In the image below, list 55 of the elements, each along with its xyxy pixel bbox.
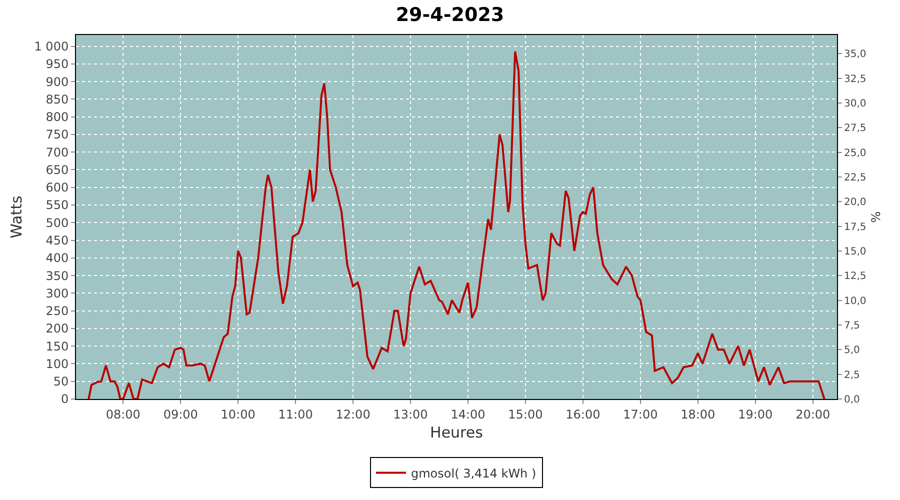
- y-tick-label: 150: [46, 339, 69, 354]
- x-axis-title: Heures: [430, 423, 484, 442]
- y-tick-label: 500: [46, 216, 69, 230]
- x-tick-label: 14:00: [450, 407, 486, 422]
- y-tick-label: 950: [46, 57, 69, 72]
- y-tick-label: 0: [60, 392, 69, 406]
- y-tick-label: 350: [46, 268, 69, 283]
- y2-tick-label: 32,5: [844, 74, 866, 85]
- y2-tick-label: 10,0: [844, 296, 866, 307]
- y2-tick-label: 5,0: [844, 345, 860, 356]
- y-tick-label: 850: [46, 92, 69, 106]
- y2-tick-label: 22,5: [844, 172, 866, 184]
- y2-tick-label: 35,0: [844, 49, 866, 60]
- x-tick-label: 18:00: [680, 407, 716, 422]
- y-tick-label: 550: [46, 198, 69, 212]
- x-tick-label: 15:00: [508, 407, 543, 422]
- y2-tick-label: 20,0: [844, 197, 866, 208]
- y-tick-label: 750: [46, 128, 69, 142]
- y2-tick-label: 7,5: [844, 320, 860, 332]
- y2-axis-title: %: [869, 211, 884, 223]
- line-series: [88, 50, 826, 399]
- y-axis-title: Watts: [7, 196, 26, 238]
- y2-tick-label: 25,0: [844, 148, 866, 159]
- x-tick-label: 08:00: [106, 407, 140, 422]
- x-tick-label: 12:00: [336, 407, 370, 422]
- x-tick-label: 19:00: [738, 407, 773, 422]
- y2-tick-label: 30,0: [844, 98, 866, 110]
- y2-tick-label: 12,5: [844, 271, 866, 282]
- x-tick-label: 09:00: [163, 407, 198, 422]
- y2-tick-label: 0,0: [844, 394, 860, 406]
- y2-tick-label: 2,5: [844, 370, 860, 381]
- y-tick-label: 1 000: [34, 39, 69, 54]
- chart-title: 29-4-2023: [396, 4, 504, 26]
- legend-label: gmosol( 3,414 kWh ): [411, 466, 536, 480]
- x-tick-label: 10:00: [220, 407, 256, 422]
- y2-tick-label: 15,0: [844, 246, 866, 258]
- y-tick-label: 100: [46, 356, 69, 371]
- x-tick-label: 11:00: [278, 407, 313, 422]
- y2-tick-label: 17,5: [844, 222, 866, 233]
- y-tick-label: 700: [46, 145, 69, 160]
- y-tick-label: 450: [46, 233, 69, 248]
- x-tick-label: 17:00: [623, 407, 658, 422]
- y-tick-label: 400: [46, 251, 69, 266]
- y-tick-label: 650: [46, 162, 69, 177]
- y-tick-label: 600: [46, 180, 69, 195]
- x-tick-label: 16:00: [566, 407, 600, 422]
- y-tick-label: 800: [46, 110, 69, 124]
- y-tick-label: 50: [53, 374, 69, 389]
- y-tick-label: 900: [46, 74, 69, 89]
- x-tick-label: 13:00: [393, 407, 428, 422]
- y2-tick-label: 27,5: [844, 123, 866, 134]
- y-tick-label: 250: [46, 304, 69, 318]
- y-tick-label: 300: [46, 286, 69, 300]
- y-tick-label: 200: [46, 322, 69, 336]
- x-tick-label: 20:00: [796, 407, 830, 422]
